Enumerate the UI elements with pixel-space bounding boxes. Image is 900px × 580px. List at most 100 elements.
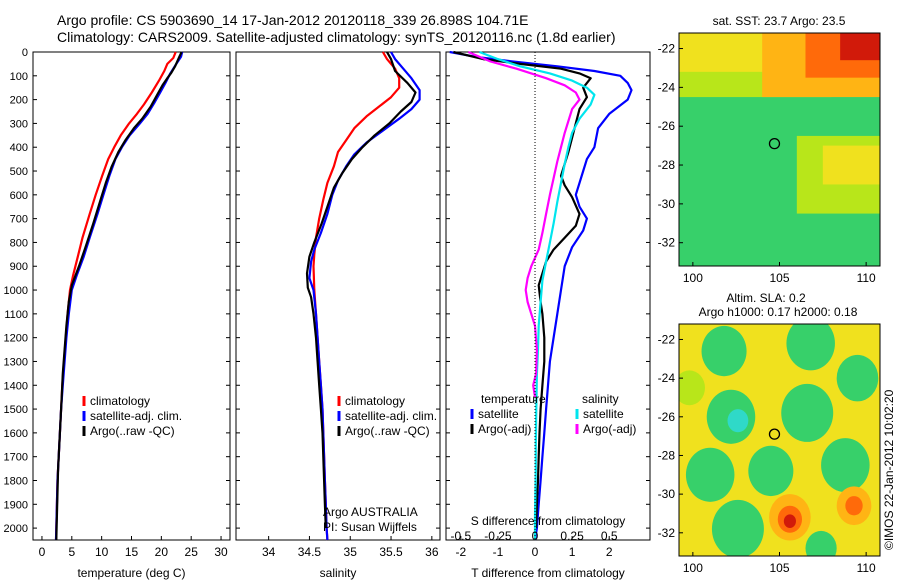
x-axis-label: salinity	[320, 566, 357, 580]
map-anomaly-blob	[836, 354, 879, 402]
map-subtitle: Argo h1000: 0.17 h2000: 0.18	[699, 305, 858, 319]
depth-tick-label: 1800	[4, 475, 28, 487]
map-anomaly-blob	[786, 324, 835, 371]
pi-label: PI: Susan Wijffels	[323, 520, 417, 534]
x-tick-label: 35.5	[379, 545, 403, 559]
lat-tick-label: -30	[658, 197, 676, 211]
map-anomaly-blob	[701, 325, 747, 377]
legend-label: satellite-adj. clim.	[345, 409, 437, 423]
series-line	[55, 51, 183, 541]
map-anomaly-blob	[748, 445, 794, 497]
x-tick-label: 0	[39, 545, 46, 559]
depth-tick-label: 500	[10, 166, 28, 178]
plot-frame	[32, 51, 231, 541]
secondary-tick-label: 0.25	[560, 529, 584, 543]
lat-tick-label: -30	[658, 487, 676, 501]
lat-tick-label: -32	[658, 526, 676, 540]
depth-axis-labels: 0 100 200 300 400 500 600 700 800 900 1000 1100 1200…	[4, 47, 28, 535]
depth-tick-label: 2000	[4, 523, 28, 535]
x-tick-label: 15	[125, 545, 139, 559]
x-tick-label: 30	[214, 545, 228, 559]
lon-tick-label: 100	[683, 271, 703, 285]
x-tick-label: 25	[185, 545, 199, 559]
x-tick-label: 34.5	[298, 545, 322, 559]
lat-tick-label: -26	[658, 119, 676, 133]
map-anomaly-blob	[805, 530, 837, 556]
lat-tick-label: -28	[658, 448, 676, 462]
x-tick-label: 5	[68, 545, 75, 559]
lon-tick-label: 110	[857, 561, 876, 575]
legend-label: Argo(..raw -QC)	[90, 424, 175, 438]
depth-tick-label: 200	[10, 95, 28, 107]
x-axis-label: temperature (deg C)	[77, 566, 185, 580]
legend-label: satellite	[583, 407, 624, 421]
x-tick-label: 2	[606, 545, 613, 559]
legend-label: Argo(..raw -QC)	[345, 424, 430, 438]
argo-float-marker	[768, 137, 781, 150]
lat-tick-label: -24	[658, 80, 676, 94]
x-tick-label: 10	[95, 545, 109, 559]
x-tick-label: 0	[532, 545, 539, 559]
lon-tick-label: 110	[857, 271, 876, 285]
map-region	[822, 145, 880, 185]
map-title: Altim. SLA: 0.2	[726, 291, 806, 305]
series-line	[479, 50, 596, 540]
x-tick-label: 20	[155, 545, 169, 559]
series-line	[305, 51, 417, 529]
depth-tick-label: 1100	[4, 309, 28, 321]
chart-title-line-1: Argo profile: CS 5903690_14 17-Jan-2012 …	[57, 12, 529, 28]
depth-tick-label: 800	[10, 237, 28, 249]
sla-map-panel: 100 105 110 -22 -24 -26 -28 -30 -32 Altim. SLA: 0…	[658, 291, 881, 575]
x-tick-label: 1	[569, 545, 576, 559]
lat-tick-label: -24	[658, 371, 676, 385]
series-line	[453, 50, 592, 529]
x-tick-label: 35	[344, 545, 358, 559]
salinity-profile-panel: 34 34.5 35 35.5 36 salinity climatologysatelli…	[235, 51, 441, 580]
secondary-axis-title: S difference from climatology	[471, 514, 626, 528]
x-tick-label: 34	[262, 545, 276, 559]
legend-label: Argo(-adj)	[583, 422, 636, 436]
x-tick-label: -1	[493, 545, 504, 559]
depth-tick-label: 1900	[4, 499, 28, 511]
legend-label: satellite-adj. clim.	[90, 409, 182, 423]
secondary-tick-label: 0.5	[601, 529, 618, 543]
depth-tick-label: 1400	[4, 380, 28, 392]
depth-tick-label: 100	[10, 71, 28, 83]
depth-tick-label: 600	[10, 190, 28, 202]
lat-tick-label: -26	[658, 410, 676, 424]
lon-tick-label: 105	[769, 271, 789, 285]
secondary-tick-label: 0	[532, 529, 539, 543]
depth-tick-label: 400	[10, 142, 28, 154]
map-title: sat. SST: 23.7 Argo: 23.5	[713, 14, 846, 28]
map-region	[840, 33, 880, 61]
legend-label: satellite	[478, 407, 519, 421]
depth-tick-label: 300	[10, 118, 28, 130]
lat-tick-label: -22	[658, 332, 676, 346]
legend-label: climatology	[90, 394, 150, 408]
map-field	[679, 33, 880, 266]
difference-profile-panel: -2 -1 0 1 2 T difference from climatology S di…	[445, 50, 651, 580]
depth-tick-label: 700	[10, 214, 28, 226]
depth-tick-label: 1200	[4, 333, 28, 345]
plot-frame	[235, 51, 441, 541]
map-anomaly-blob	[821, 438, 870, 493]
lon-tick-label: 105	[769, 561, 789, 575]
argo-country-label: Argo AUSTRALIA	[323, 505, 418, 519]
lat-tick-label: -32	[658, 236, 676, 250]
legend-label: Argo(-adj)	[478, 422, 531, 436]
series-line	[449, 50, 633, 541]
lat-tick-label: -28	[658, 158, 676, 172]
series-line	[467, 50, 581, 398]
map-anomaly-blob	[711, 499, 764, 556]
temperature-profile-panel: 0 5 10 15 20 25 30 temperature (deg C) climatolo…	[32, 51, 231, 580]
legend-label: climatology	[345, 394, 405, 408]
map-anomaly-blob	[781, 383, 834, 442]
depth-tick-label: 1300	[4, 356, 28, 368]
sst-map-panel: 100 105 110 -22 -24 -26 -28 -30 -32 sat. SST: 23.…	[658, 14, 881, 285]
plot-frame	[445, 51, 651, 541]
map-anomaly-blob	[685, 447, 735, 502]
x-tick-label: -2	[456, 545, 467, 559]
lat-tick-label: -22	[658, 42, 676, 56]
depth-tick-label: 1000	[4, 285, 28, 297]
chart-title-line-2: Climatology: CARS2009. Satellite-adjuste…	[57, 29, 616, 45]
